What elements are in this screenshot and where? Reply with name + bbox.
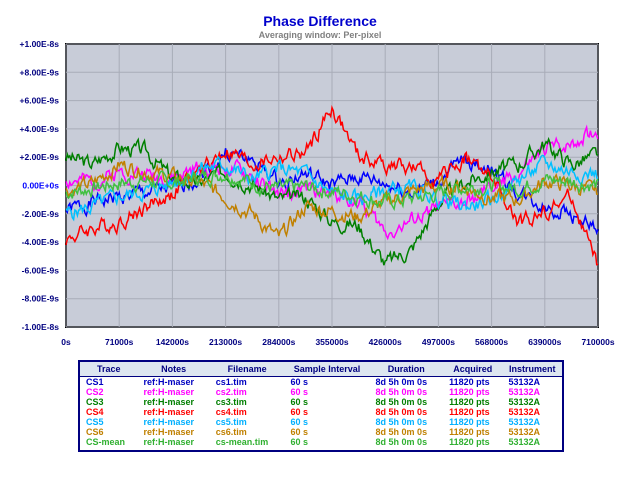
legend-cell-sample-interval: 60 s (290, 377, 309, 387)
legend-cell-acquired: 11820 pts (449, 437, 490, 447)
x-tick-label: 213000s (209, 337, 242, 347)
legend-cell-notes: ref:H-maser (143, 427, 195, 437)
chart-title: Phase Difference (263, 13, 377, 29)
legend-cell-trace: CS5 (86, 417, 104, 427)
legend-cell-trace: CS3 (86, 397, 104, 407)
header-filename: Filename (209, 362, 285, 377)
legend-cell-acquired: 11820 pts (449, 397, 490, 407)
legend-row: CS2 ref:H-maser cs2.tim 60 s 8d 5h 0m 0s 1182… (80, 387, 562, 397)
x-axis-ticks: 0s 71000s 142000s 213000s 284000s 355000s 4260… (61, 337, 615, 347)
series-line-cs6 (65, 160, 599, 238)
x-tick-label: 710000s (581, 337, 614, 347)
legend-row: CS5 ref:H-maser cs5.tim 60 s 8d 5h 0m 0s 1182… (80, 417, 562, 427)
legend-cell-duration: 8d 5h 0m 0s (375, 407, 428, 417)
x-tick-label: 497000s (422, 337, 455, 347)
x-tick-label: 355000s (315, 337, 348, 347)
legend-cell-duration: 8d 5h 0m 0s (375, 427, 428, 437)
legend-cell-filename: cs-mean.tim (215, 437, 269, 447)
legend-row: CS-mean ref:H-maser cs-mean.tim 60 s 8d 5h 0… (80, 437, 562, 447)
y-tick-label: -8.00E-9s (22, 294, 60, 304)
legend-cell-acquired: 11820 pts (449, 417, 490, 427)
chart-subtitle: Averaging window: Per-pixel (258, 30, 382, 40)
legend-cell-instrument: 53132A (508, 407, 541, 417)
legend-cell-trace: CS6 (86, 427, 104, 437)
y-axis-ticks: +1.00E-8s +8.00E-9s +6.00E-9s +4.00E-9s +2.0… (20, 39, 60, 332)
header-notes: Notes (137, 362, 210, 377)
x-tick-label: 568000s (475, 337, 508, 347)
legend-cell-filename: cs5.tim (215, 417, 247, 427)
legend-cell-trace: CS2 (86, 387, 104, 397)
legend-cell-sample-interval: 60 s (290, 437, 309, 447)
legend-cell-sample-interval: 60 s (290, 397, 309, 407)
legend-cell-filename: cs2.tim (215, 387, 247, 397)
x-tick-label: 142000s (156, 337, 189, 347)
legend-cell-instrument: 53132A (508, 427, 541, 437)
legend-cell-notes: ref:H-maser (143, 377, 195, 387)
legend-cell-sample-interval: 60 s (290, 427, 309, 437)
y-tick-label: -6.00E-9s (22, 265, 60, 275)
legend-cell-sample-interval: 60 s (290, 417, 309, 427)
legend-cell-notes: ref:H-maser (143, 397, 195, 407)
legend-cell-notes: ref:H-maser (143, 417, 195, 427)
y-tick-label: +4.00E-9s (20, 124, 60, 134)
legend-cell-duration: 8d 5h 0m 0s (375, 417, 428, 427)
legend-cell-instrument: 53132A (508, 397, 541, 407)
legend-cell-instrument: 53132A (508, 387, 541, 397)
legend-row: CS1 ref:H-maser cs1.tim 60 s 8d 5h 0m 0s 1182… (80, 377, 562, 388)
legend-cell-notes: ref:H-maser (143, 437, 195, 447)
legend-cell-instrument: 53132A (508, 377, 541, 387)
x-tick-label: 426000s (369, 337, 402, 347)
legend-row: CS6 ref:H-maser cs6.tim 60 s 8d 5h 0m 0s 1182… (80, 427, 562, 437)
legend-cell-sample-interval: 60 s (290, 407, 309, 417)
y-tick-label: +6.00E-9s (20, 96, 60, 106)
legend-cell-duration: 8d 5h 0m 0s (375, 387, 428, 397)
y-tick-label: 0.00E+0s (22, 181, 59, 191)
x-tick-label: 284000s (262, 337, 295, 347)
y-tick-label: -4.00E-9s (22, 237, 60, 247)
header-acquired: Acquired (443, 362, 503, 377)
y-tick-label: +2.00E-9s (20, 152, 60, 162)
legend-cell-instrument: 53132A (508, 417, 541, 427)
x-tick-label: 0s (61, 337, 71, 347)
legend-cell-duration: 8d 5h 0m 0s (375, 377, 428, 387)
y-tick-label: +8.00E-9s (20, 67, 60, 77)
legend-cell-duration: 8d 5h 0m 0s (375, 437, 428, 447)
legend-row: CS3 ref:H-maser cs3.tim 60 s 8d 5h 0m 0s 1182… (80, 397, 562, 407)
legend-cell-acquired: 11820 pts (449, 387, 490, 397)
header-trace: Trace (80, 362, 138, 377)
legend-cell-notes: ref:H-maser (143, 407, 195, 417)
legend-cell-filename: cs6.tim (215, 427, 247, 437)
legend-cell-acquired: 11820 pts (449, 407, 490, 417)
legend-cell-acquired: 11820 pts (449, 377, 490, 387)
phase-difference-chart: +1.00E-8s +8.00E-9s +6.00E-9s +4.00E-9s +2.0… (20, 39, 615, 347)
header-instrument: Instrument (502, 362, 562, 377)
y-tick-label: -1.00E-8s (22, 322, 60, 332)
legend-cell-filename: cs4.tim (215, 407, 247, 417)
legend-cell-duration: 8d 5h 0m 0s (375, 397, 428, 407)
y-tick-label: -2.00E-9s (22, 209, 60, 219)
series-layer (65, 104, 599, 266)
legend-cell-sample-interval: 60 s (290, 387, 309, 397)
x-tick-label: 639000s (528, 337, 561, 347)
legend-cell-notes: ref:H-maser (143, 387, 195, 397)
legend-cell-instrument: 53132A (508, 437, 541, 447)
legend-cell-trace: CS1 (86, 377, 104, 387)
legend-cell-trace: CS-mean (86, 437, 126, 447)
legend-header-row: Trace Notes Filename Sample Interval Dur… (80, 362, 562, 377)
trace-legend-table: Trace Notes Filename Sample Interval Dur… (78, 360, 564, 452)
series-line-cs3 (65, 136, 599, 266)
legend-cell-acquired: 11820 pts (449, 427, 490, 437)
x-tick-label: 71000s (105, 337, 134, 347)
legend-row: CS4 ref:H-maser cs4.tim 60 s 8d 5h 0m 0s 1182… (80, 407, 562, 417)
header-duration: Duration (369, 362, 444, 377)
legend-cell-filename: cs1.tim (215, 377, 247, 387)
header-sample-interval: Sample Interval (284, 362, 370, 377)
legend-cell-filename: cs3.tim (215, 397, 247, 407)
series-line-cs-mean (65, 167, 599, 212)
y-tick-label: +1.00E-8s (20, 39, 60, 49)
legend-cell-trace: CS4 (86, 407, 104, 417)
series-line-cs4 (65, 104, 599, 266)
